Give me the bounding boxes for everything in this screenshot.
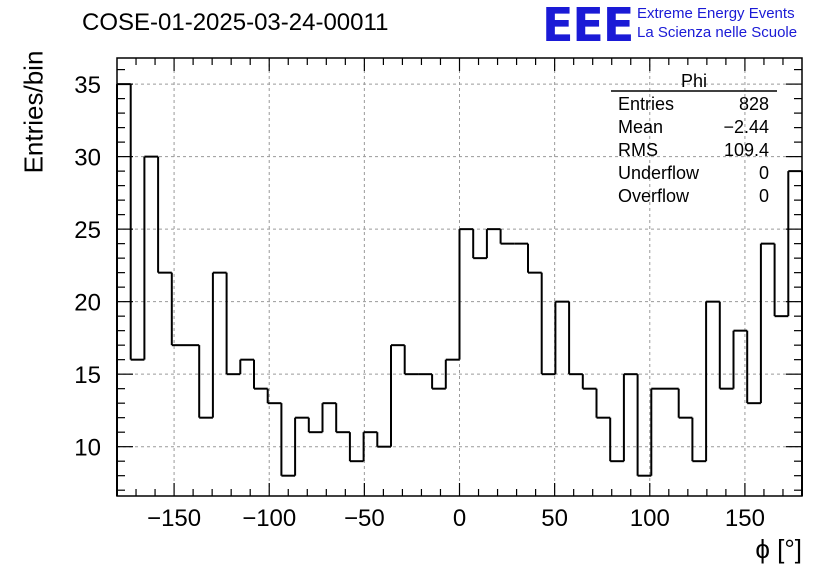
x-tick-label: 50: [541, 505, 568, 532]
stats-value: 0: [759, 163, 769, 183]
stats-label: Underflow: [618, 163, 700, 183]
stats-label: RMS: [618, 140, 658, 160]
logo-line-1: Extreme Energy Events: [637, 5, 795, 22]
x-tick-label: −50: [344, 505, 385, 532]
x-axis-label: ϕ [°]: [755, 534, 802, 564]
stats-value: −2.44: [723, 117, 769, 137]
y-tick-label: 30: [74, 145, 101, 172]
x-tick-label: −150: [147, 505, 201, 532]
y-tick-label: 10: [74, 435, 101, 462]
stats-label: Overflow: [618, 186, 690, 206]
y-tick-label: 25: [74, 217, 101, 244]
stats-box-title: Phi: [681, 71, 707, 91]
y-tick-label: 35: [74, 72, 101, 99]
y-tick-label: 20: [74, 290, 101, 317]
x-tick-label: 0: [453, 505, 466, 532]
stats-label: Entries: [618, 94, 674, 114]
x-tick-label: 150: [725, 505, 765, 532]
logo-line-2: La Scienza nelle Scuole: [637, 24, 798, 41]
stats-value: 828: [739, 94, 769, 114]
x-tick-label: 100: [630, 505, 670, 532]
logo-subtitle: Extreme Energy Events La Scienza nelle S…: [637, 4, 797, 42]
y-tick-label: 15: [74, 362, 101, 389]
stats-label: Mean: [618, 117, 663, 137]
stats-value: 109.4: [724, 140, 769, 160]
chart-title: COSE-01-2025-03-24-00011: [82, 9, 389, 36]
eee-logo: EEE: [542, 0, 634, 52]
x-tick-label: −100: [242, 505, 296, 532]
stats-value: 0: [759, 186, 769, 206]
